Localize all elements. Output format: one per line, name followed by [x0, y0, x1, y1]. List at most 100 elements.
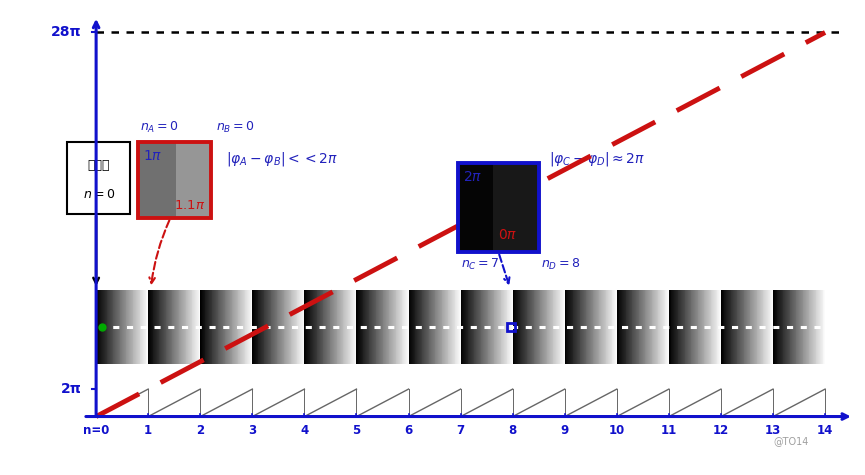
Bar	[209, 290, 210, 364]
Bar	[179, 290, 180, 364]
Bar	[681, 290, 682, 364]
Bar	[665, 290, 666, 364]
Bar	[811, 290, 812, 364]
Bar	[286, 290, 287, 364]
Bar	[453, 290, 454, 364]
Bar	[288, 290, 289, 364]
Bar	[318, 290, 319, 364]
Text: 8: 8	[509, 424, 516, 437]
Bar	[177, 290, 178, 364]
Bar	[817, 290, 818, 364]
Bar	[455, 290, 456, 364]
Bar	[395, 290, 396, 364]
Bar	[284, 290, 285, 364]
Bar	[216, 290, 217, 364]
Bar	[721, 290, 722, 364]
Bar	[495, 290, 496, 364]
Bar	[125, 290, 126, 364]
Bar	[432, 290, 433, 364]
Bar	[347, 290, 348, 364]
Bar	[202, 290, 203, 364]
Bar	[334, 290, 335, 364]
Text: 14: 14	[817, 424, 833, 437]
Bar	[449, 290, 450, 364]
Bar	[126, 290, 127, 364]
Bar	[236, 290, 237, 364]
Bar	[779, 290, 780, 364]
Bar	[557, 290, 558, 364]
Bar	[587, 290, 588, 364]
Bar	[473, 290, 474, 364]
Bar	[305, 290, 306, 364]
Bar	[797, 290, 798, 364]
Bar	[130, 290, 131, 364]
Bar	[759, 290, 760, 364]
Bar	[201, 290, 202, 364]
Bar	[426, 290, 427, 364]
Bar	[283, 290, 284, 364]
Bar	[138, 142, 211, 218]
Bar	[156, 290, 157, 364]
Bar	[333, 290, 334, 364]
Bar	[725, 290, 726, 364]
Bar	[524, 290, 525, 364]
Bar	[356, 290, 357, 364]
Bar	[316, 290, 317, 364]
Bar	[205, 290, 206, 364]
Bar	[598, 290, 599, 364]
Bar	[620, 290, 621, 364]
Bar	[617, 290, 618, 364]
Bar	[425, 290, 426, 364]
Bar	[756, 290, 757, 364]
Bar	[515, 290, 516, 364]
Bar	[491, 290, 492, 364]
Bar	[317, 290, 318, 364]
Bar	[648, 290, 649, 364]
Bar	[636, 290, 637, 364]
Bar	[497, 290, 498, 364]
Bar	[191, 290, 192, 364]
Bar	[367, 290, 368, 364]
Bar	[378, 290, 379, 364]
Bar	[145, 290, 146, 364]
Bar	[244, 290, 245, 364]
Bar	[263, 290, 264, 364]
Bar	[821, 290, 822, 364]
Bar	[595, 290, 596, 364]
Bar	[103, 290, 104, 364]
Bar	[728, 290, 729, 364]
Bar	[722, 290, 723, 364]
Bar	[417, 290, 418, 364]
Bar	[723, 290, 725, 364]
Bar	[323, 290, 324, 364]
Bar	[783, 290, 784, 364]
Bar	[214, 290, 215, 364]
Bar	[770, 290, 771, 364]
Bar	[165, 290, 166, 364]
Bar	[594, 290, 595, 364]
Bar	[729, 290, 730, 364]
Bar	[734, 290, 735, 364]
Bar	[796, 290, 797, 364]
Bar	[100, 290, 101, 364]
Bar	[667, 290, 668, 364]
Bar	[600, 290, 601, 364]
Bar	[410, 290, 411, 364]
Bar	[431, 290, 432, 364]
Bar	[281, 290, 282, 364]
Bar	[647, 290, 648, 364]
Bar	[164, 290, 165, 364]
Bar	[802, 290, 803, 364]
Bar	[532, 290, 533, 364]
Bar	[823, 290, 824, 364]
Bar	[529, 290, 530, 364]
Bar	[526, 290, 527, 364]
Bar	[197, 290, 198, 364]
Bar	[403, 290, 404, 364]
Bar	[678, 290, 679, 364]
Bar	[606, 290, 607, 364]
Bar	[253, 290, 254, 364]
Bar	[642, 290, 643, 364]
Bar	[611, 290, 612, 364]
Bar	[656, 290, 657, 364]
